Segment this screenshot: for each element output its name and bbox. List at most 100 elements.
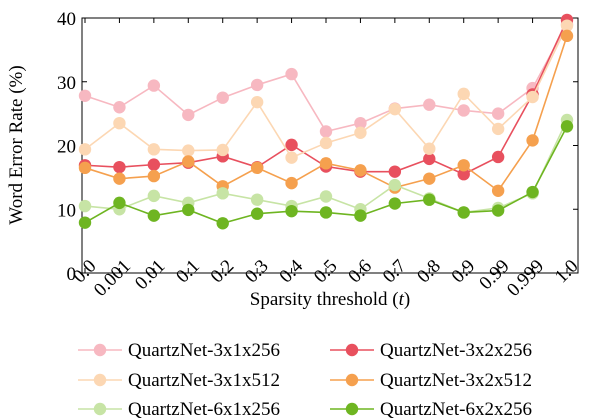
legend-marker — [345, 373, 359, 387]
data-point — [216, 91, 229, 104]
data-point — [285, 67, 298, 81]
data-point — [423, 172, 436, 185]
legend-item: QuartzNet-3x2x512 — [330, 370, 532, 391]
x-tick-label: 0.7 — [379, 256, 411, 288]
data-point — [250, 95, 264, 109]
data-point — [285, 151, 298, 164]
data-point — [319, 136, 333, 150]
data-point — [423, 193, 436, 206]
legend-item: QuartzNet-3x1x512 — [78, 370, 280, 391]
data-point — [113, 101, 126, 114]
x-axis-label-close: ) — [404, 289, 410, 310]
legend-label: QuartzNet-3x2x512 — [380, 370, 532, 391]
x-axis-label: Sparsity threshold (t) — [250, 289, 410, 310]
series-quartznet-6x2x256 — [78, 120, 574, 230]
data-point — [78, 199, 92, 213]
legend-item: QuartzNet-3x1x256 — [78, 340, 280, 361]
data-point — [113, 196, 126, 210]
data-point — [78, 143, 92, 156]
data-point — [560, 120, 574, 133]
data-point — [354, 209, 367, 222]
legend-label: QuartzNet-3x1x256 — [128, 340, 280, 361]
data-point — [147, 158, 161, 171]
data-point — [182, 108, 195, 122]
legend-label: QuartzNet-6x2x256 — [380, 399, 532, 419]
legend-marker — [93, 343, 107, 357]
data-point — [216, 187, 229, 200]
legend: QuartzNet-3x1x256 QuartzNet-3x2x256 Quartz… — [78, 340, 532, 419]
data-point — [319, 190, 333, 203]
data-point — [78, 216, 92, 229]
series-quartznet-3x1x256 — [78, 18, 574, 138]
data-point — [457, 206, 470, 219]
data-point — [216, 143, 229, 157]
y-tick-label: 10 — [57, 200, 76, 221]
data-point — [250, 78, 264, 92]
data-point — [354, 116, 367, 130]
data-point — [491, 150, 505, 164]
legend-marker — [93, 402, 107, 416]
y-tick-label: 30 — [57, 73, 76, 94]
data-point — [526, 90, 539, 104]
data-point — [78, 161, 92, 175]
data-point — [388, 102, 402, 116]
data-point — [319, 157, 333, 170]
x-tick-label: 0.001 — [90, 256, 135, 301]
data-point — [457, 87, 470, 101]
data-point — [78, 89, 92, 102]
x-tick-label: 0.2 — [207, 256, 239, 288]
x-tick-label: 0.999 — [503, 256, 548, 301]
legend-item: QuartzNet-3x2x256 — [330, 340, 532, 361]
data-point — [182, 203, 195, 217]
x-tick-label: 0.9 — [448, 256, 480, 288]
data-point — [491, 122, 505, 136]
y-tick-label: 20 — [57, 137, 76, 158]
data-point — [423, 152, 436, 166]
data-point — [423, 142, 436, 155]
x-axis-label-text: Sparsity threshold ( — [250, 289, 399, 310]
data-point — [423, 98, 436, 111]
data-point — [491, 204, 505, 217]
data-point — [354, 164, 367, 177]
data-point — [285, 138, 298, 152]
data-point — [113, 172, 126, 185]
legend-marker — [93, 373, 107, 387]
series-layer — [78, 13, 574, 230]
x-tick-label: 0.5 — [310, 256, 342, 288]
y-axis-ticks: 0 10 20 30 40 — [57, 9, 578, 285]
legend-label: QuartzNet-6x1x256 — [128, 399, 280, 419]
x-tick-label: 0.01 — [131, 256, 169, 294]
data-point — [491, 107, 505, 120]
data-point — [147, 189, 161, 203]
data-point — [526, 185, 539, 199]
data-point — [147, 209, 161, 222]
data-point — [250, 161, 264, 175]
legend-item: QuartzNet-6x1x256 — [78, 399, 280, 419]
y-tick-label: 0 — [67, 264, 77, 285]
y-axis-label-group: Word Error Rate (%) — [6, 65, 27, 224]
x-tick-label: 0.1 — [172, 256, 204, 288]
x-tick-label: 0.6 — [344, 256, 376, 288]
data-point — [354, 126, 367, 139]
data-point — [250, 207, 264, 220]
data-point — [319, 125, 333, 138]
y-tick-label: 40 — [57, 9, 76, 30]
x-tick-label: 0.3 — [241, 256, 273, 288]
data-point — [250, 193, 264, 206]
data-point — [526, 134, 539, 147]
data-point — [182, 155, 195, 168]
data-point — [388, 197, 402, 210]
legend-marker — [345, 343, 359, 357]
data-point — [182, 144, 195, 157]
data-point — [147, 169, 161, 183]
x-axis-label-variable: t — [399, 289, 405, 310]
data-point — [388, 178, 402, 192]
data-point — [285, 204, 298, 218]
data-point — [560, 19, 574, 32]
data-point — [285, 176, 298, 190]
x-tick-label: 0.4 — [275, 255, 307, 287]
data-point — [457, 167, 470, 181]
data-point — [388, 165, 402, 178]
legend-label: QuartzNet-3x1x512 — [128, 370, 280, 391]
